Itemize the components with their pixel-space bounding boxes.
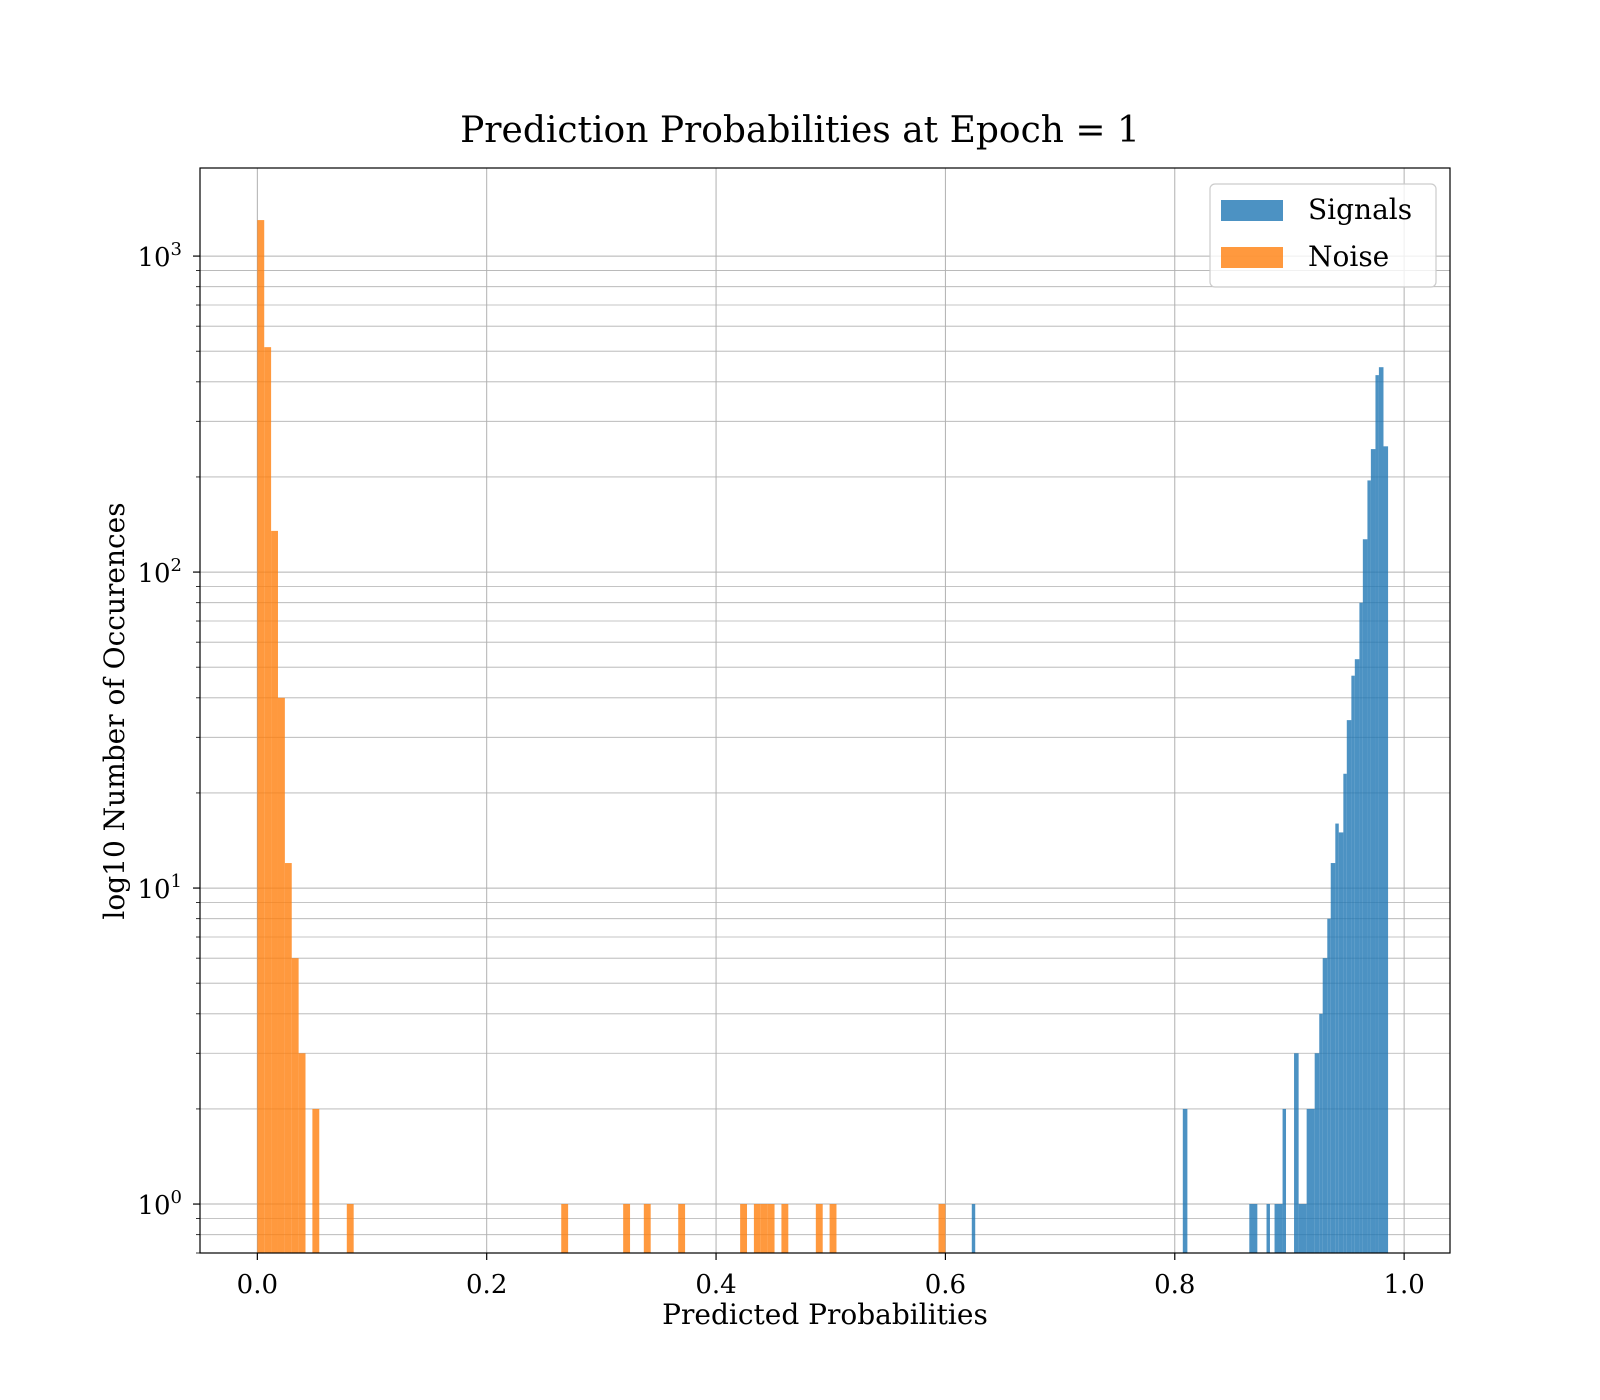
bar-signals [1182, 1108, 1188, 1253]
bar-noise [829, 1204, 837, 1253]
bar-signals [1375, 375, 1379, 1253]
bar-noise [740, 1204, 748, 1253]
y-tick-label: 102 [137, 555, 182, 589]
bar-signals [1294, 1053, 1299, 1253]
y-tick-label: 103 [137, 239, 182, 273]
bar-noise [938, 1204, 946, 1253]
bar-noise [760, 1204, 768, 1253]
x-tick-label: 0.8 [1154, 1270, 1195, 1300]
bar-signals [1351, 675, 1355, 1253]
x-axis-ticks: 0.0 0.2 0.4 0.6 0.8 1.0 [237, 1253, 1425, 1300]
plot-frame [199, 167, 1451, 1254]
bar-noise [815, 1204, 823, 1253]
legend: Signals Noise [1209, 183, 1437, 288]
bar-noise [623, 1204, 631, 1253]
x-axis-label: Predicted Probabilities [662, 1298, 988, 1331]
bar-noise [781, 1204, 789, 1253]
y-axis-label: log10 Number of Occurences [98, 502, 131, 919]
chart-title: Prediction Probabilities at Epoch = 1 [460, 110, 1140, 151]
legend-swatch-signals [1221, 200, 1283, 221]
bar-signals [1335, 823, 1339, 1253]
x-tick-label: 1.0 [1383, 1270, 1424, 1300]
bar-noise [643, 1204, 651, 1253]
bar-signals [1327, 918, 1331, 1253]
bar-signals [971, 1204, 976, 1253]
x-tick-label: 0.2 [466, 1270, 507, 1300]
bar-signals [1314, 1053, 1320, 1253]
bar-noise [678, 1204, 686, 1253]
bar-signals [1346, 720, 1352, 1253]
bar-noise [767, 1204, 775, 1253]
bar-signals [1354, 659, 1360, 1253]
bar-noise [277, 697, 285, 1253]
bar-signals [1378, 367, 1384, 1254]
legend-swatch-noise [1221, 247, 1283, 268]
bar-signals [1319, 1013, 1323, 1253]
bar-noise [753, 1204, 761, 1253]
x-tick-label: 0.6 [925, 1270, 966, 1300]
bar-signals [1249, 1204, 1258, 1253]
y-tick-label: 100 [137, 1187, 182, 1221]
bar-noise [291, 958, 299, 1253]
x-tick-label: 0.0 [237, 1270, 278, 1300]
y-axis-ticks: 100 101 102 103 [137, 239, 200, 1254]
bar-noise [257, 220, 265, 1253]
bar-noise [264, 347, 272, 1253]
bar-signals [1306, 1108, 1315, 1253]
bar-noise [298, 1053, 306, 1253]
bar-signals [1367, 480, 1371, 1254]
bar-signals [1359, 602, 1363, 1253]
bar-signals [1298, 1204, 1307, 1253]
bar-signals [1383, 446, 1389, 1253]
x-tick-label: 0.4 [695, 1270, 736, 1300]
bar-signals [1362, 539, 1368, 1253]
bar-noise [312, 1108, 320, 1253]
bar-signals [1343, 773, 1347, 1253]
legend-label-noise: Noise [1308, 240, 1389, 273]
bar-signals [1282, 1108, 1287, 1253]
bar-signals [1330, 863, 1336, 1253]
bar-noise [284, 863, 292, 1253]
y-tick-label: 101 [137, 871, 182, 905]
bar-noise [561, 1204, 569, 1253]
bar-noise [346, 1204, 354, 1253]
histogram-bars [257, 220, 1389, 1254]
bar-signals [1266, 1204, 1270, 1253]
bar-noise [271, 530, 278, 1253]
bar-signals [1322, 958, 1328, 1253]
bar-signals [1338, 832, 1344, 1253]
bar-signals [1274, 1204, 1283, 1253]
legend-label-signals: Signals [1308, 193, 1412, 226]
bar-signals [1370, 449, 1376, 1253]
